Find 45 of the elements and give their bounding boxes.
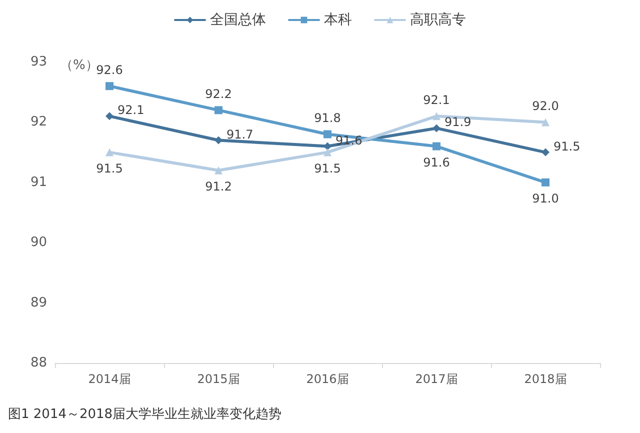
x-tick-label: 2017届 xyxy=(415,372,458,386)
y-tick-label: 93 xyxy=(30,54,47,70)
data-label: 92.0 xyxy=(532,99,559,114)
y-tick-label: 88 xyxy=(30,356,47,370)
point xyxy=(324,130,332,138)
caption: 图1 2014～2018届大学毕业生就业率变化趋势 xyxy=(8,406,282,422)
point xyxy=(106,148,114,156)
data-label: 91.8 xyxy=(314,111,341,126)
point xyxy=(432,142,440,150)
point xyxy=(214,106,222,114)
point xyxy=(324,148,332,156)
data-label: 91.0 xyxy=(532,191,559,206)
y-axis-title: （%） xyxy=(60,58,98,73)
data-label: 92.1 xyxy=(118,103,144,118)
point xyxy=(324,142,332,150)
point xyxy=(214,166,222,174)
point xyxy=(542,148,550,156)
point xyxy=(542,178,550,186)
data-label: 91.5 xyxy=(96,161,123,176)
point xyxy=(106,112,114,120)
legend-label: 高职高专 xyxy=(410,12,466,28)
legend-label: 本科 xyxy=(324,12,352,28)
y-tick-label: 92 xyxy=(30,114,47,130)
data-label: 91.5 xyxy=(554,139,580,154)
y-tick-label: 90 xyxy=(30,235,47,250)
data-label: 91.2 xyxy=(205,179,232,194)
point xyxy=(106,82,114,90)
point xyxy=(432,112,440,120)
legend-label: 全国总体 xyxy=(210,12,266,28)
data-label: 91.5 xyxy=(314,161,341,176)
x-tick-label: 2014届 xyxy=(88,372,131,386)
data-label: 92.6 xyxy=(96,63,123,78)
x-tick-label: 2016届 xyxy=(306,372,349,386)
data-label: 91.6 xyxy=(423,155,450,170)
y-tick-label: 91 xyxy=(30,174,47,190)
data-label: 91.7 xyxy=(226,127,254,142)
data-label: 91.9 xyxy=(444,115,472,130)
data-label: 92.1 xyxy=(423,93,450,108)
point xyxy=(214,136,222,144)
x-tick-label: 2018届 xyxy=(524,372,567,386)
y-tick-label: 89 xyxy=(30,295,47,310)
x-tick-label: 2015届 xyxy=(197,372,240,386)
point xyxy=(542,118,550,126)
data-label: 92.2 xyxy=(205,87,232,102)
point xyxy=(432,124,440,132)
